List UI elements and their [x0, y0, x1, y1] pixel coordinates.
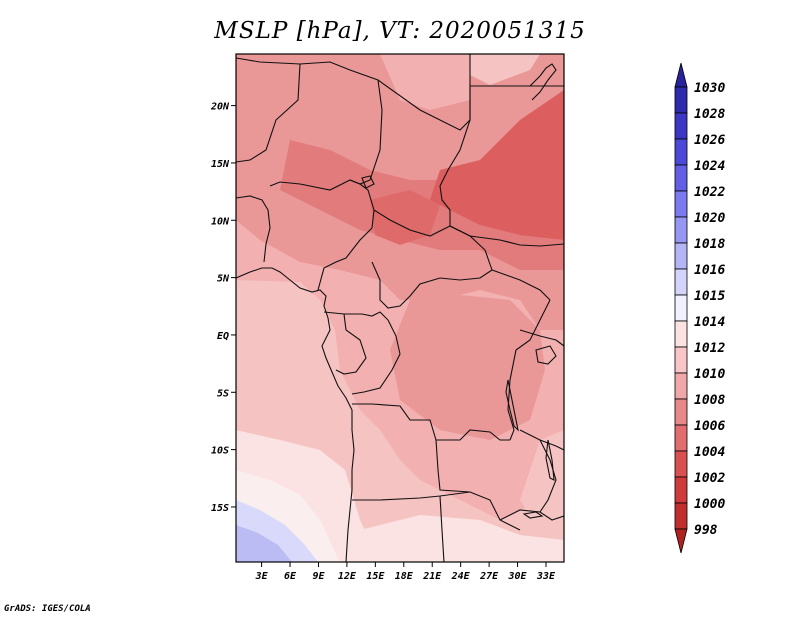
- colorbar-segment: [674, 502, 688, 530]
- colorbar-segment: [674, 320, 688, 348]
- border-car-drc: [371, 261, 551, 309]
- fill-1010-sahara-north: [380, 54, 470, 110]
- lon-tick-label: 9E: [312, 571, 325, 582]
- colorbar-segment: [674, 164, 688, 192]
- lon-tick-label: 30E: [508, 571, 528, 582]
- lon-tick-label: 3E: [255, 571, 269, 582]
- border-kenya-tanzania: [519, 329, 564, 347]
- colorbar-label: 1006: [694, 419, 725, 434]
- border-gabon-congo: [335, 313, 367, 375]
- border-sudan-south-sudan: [449, 225, 564, 247]
- colorbar-segment: [674, 450, 688, 478]
- colorbar-label: 1015: [694, 289, 725, 304]
- colorbar-label: 1024: [694, 159, 725, 174]
- border-niger-nigeria: [269, 179, 369, 191]
- map-title: MSLP [hPa], VT: 2020051315: [214, 18, 586, 44]
- latitude-axis: 20N 15N 10N 5N EQ 5S 10S 15S: [210, 102, 236, 514]
- border-chad-car: [373, 209, 493, 271]
- country-borders: [236, 54, 564, 562]
- border-cameroon-gabon-congo: [323, 311, 389, 321]
- longitude-axis: 3E 6E 9E 12E 15E 18E 21E 24E 27E 30E 33E: [255, 562, 556, 582]
- colorbar-label: 1028: [694, 107, 725, 122]
- colorbar: 1030 1028 1026 1024 1022 1020 1018 1016 1015 1014…: [674, 62, 725, 554]
- border-sudan-egypt: [469, 85, 564, 120]
- fill-1004-chad-low: [370, 190, 440, 245]
- lake-victoria: [535, 345, 557, 365]
- red-sea-coast: [529, 63, 557, 101]
- colorbar-label: 1008: [694, 393, 725, 408]
- lon-tick-label: 27E: [479, 571, 499, 582]
- colorbar-label: 1002: [694, 471, 725, 486]
- colorbar-label: 1014: [694, 315, 725, 330]
- colorbar-arrow-bottom: [674, 528, 688, 554]
- colorbar-label: 1026: [694, 133, 725, 148]
- border-drc-east: [507, 299, 551, 441]
- border-mali-algeria: [236, 63, 301, 163]
- lat-tick-label: 10S: [211, 446, 229, 457]
- colorbar-segment: [674, 294, 688, 322]
- colorbar-label: 998: [694, 523, 718, 538]
- pressure-map: [236, 54, 564, 562]
- lat-tick-label: EQ: [217, 331, 229, 342]
- lon-tick-label: 12E: [338, 571, 357, 582]
- lake-kariba: [522, 511, 544, 519]
- colorbar-segment: [674, 268, 688, 296]
- lake-chad: [361, 175, 375, 189]
- colorbar-label: 1030: [694, 81, 725, 96]
- lat-tick-label: 15N: [211, 159, 230, 170]
- colorbar-label: 1004: [694, 445, 725, 460]
- colorbar-label: 1018: [694, 237, 725, 252]
- map-frame: [235, 53, 565, 563]
- border-angola-namibia: [352, 491, 471, 501]
- lat-tick-label: 20N: [210, 102, 230, 113]
- fill-1004-sudan-low: [430, 90, 564, 240]
- border-congo-drc: [351, 319, 401, 395]
- colorbar-segment: [674, 346, 688, 374]
- fill-1012-sahara-northeast: [470, 54, 540, 85]
- lon-tick-label: 33E: [536, 571, 556, 582]
- colorbar-segment: [674, 398, 688, 426]
- colorbar-label: 1020: [694, 211, 725, 226]
- lat-tick-label: 10N: [211, 216, 230, 227]
- colorbar-label: 1012: [694, 341, 725, 356]
- lon-tick-label: 15E: [366, 571, 385, 582]
- border-chad-sudan: [439, 119, 471, 226]
- lon-tick-label: 24E: [451, 571, 471, 582]
- colorbar-segment: [674, 424, 688, 452]
- colorbar-segment: [674, 112, 688, 140]
- border-sahara-north: [236, 54, 471, 131]
- lon-tick-label: 6E: [284, 571, 297, 582]
- border-namibia-botswana: [439, 495, 445, 562]
- lat-tick-label: 15S: [211, 503, 229, 514]
- colorbar-segment: [674, 138, 688, 166]
- border-burkina-ghana: [236, 195, 271, 263]
- colorbar-segment: [674, 476, 688, 504]
- colorbar-label: 1010: [694, 367, 725, 382]
- colorbar-segment: [674, 372, 688, 400]
- lon-tick-label: 18E: [395, 571, 414, 582]
- fill-1014-south-africa: [360, 515, 564, 562]
- lake-malawi: [545, 439, 555, 481]
- fill-1008-congo-basin: [390, 295, 545, 440]
- fill-1006-chad-sudan: [280, 120, 564, 270]
- colorbar-label: 1000: [694, 497, 725, 512]
- fill-1018-southwest-ocean: [236, 525, 292, 562]
- colorbar-label: 1016: [694, 263, 725, 278]
- coastline-west-africa: [236, 267, 355, 562]
- lat-tick-label: 5S: [217, 388, 229, 399]
- colorbar-label: 1022: [694, 185, 725, 200]
- lat-tick-label: 5N: [217, 274, 230, 285]
- border-nigeria-cameroon: [317, 189, 375, 291]
- lon-tick-label: 21E: [422, 571, 442, 582]
- colorbar-arrow-top: [674, 62, 688, 88]
- colorbar-segment: [674, 86, 688, 114]
- grads-credit: GrADS: IGES/COLA: [4, 604, 91, 614]
- colorbar-segment: [674, 242, 688, 270]
- colorbar-segment: [674, 216, 688, 244]
- lake-tanganyika: [505, 379, 519, 432]
- colorbar-segment: [674, 190, 688, 218]
